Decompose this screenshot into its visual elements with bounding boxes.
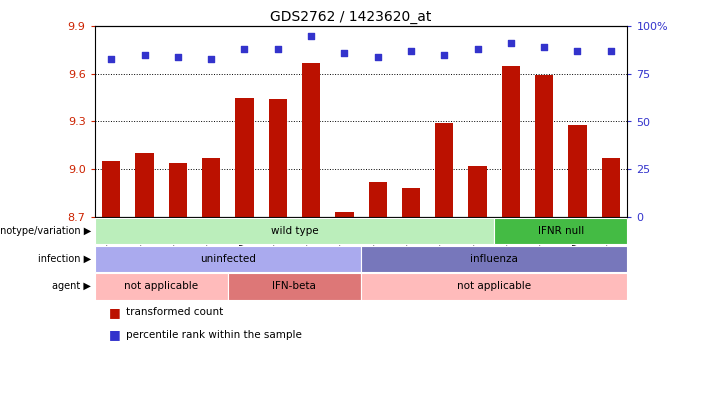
Text: ■: ■ [109,328,121,341]
Point [538,44,550,51]
Bar [402,188,420,217]
Point [439,52,450,58]
Text: ■: ■ [109,306,121,319]
Bar [268,99,287,217]
Text: GDS2762 / 1423620_at: GDS2762 / 1423620_at [270,10,431,24]
Bar [228,273,361,300]
Point [106,55,117,62]
Text: infection ▶: infection ▶ [38,254,91,264]
Point [339,50,350,56]
Bar [102,161,121,217]
Point [405,48,416,54]
Bar [335,212,353,217]
Text: not applicable: not applicable [457,281,531,291]
Point [572,48,583,54]
Bar [135,153,154,217]
Bar [535,75,553,217]
Bar [95,218,494,245]
Bar [502,66,520,217]
Bar [435,123,454,217]
Bar [236,98,254,217]
Text: genotype/variation ▶: genotype/variation ▶ [0,226,91,236]
Point [205,55,217,62]
Point [172,53,184,60]
Text: percentile rank within the sample: percentile rank within the sample [126,330,302,339]
Text: agent ▶: agent ▶ [53,281,91,291]
Point [139,52,150,58]
Text: transformed count: transformed count [126,307,224,317]
Text: influenza: influenza [470,254,518,264]
Text: IFNR null: IFNR null [538,226,584,236]
Point [306,32,317,39]
Point [372,53,383,60]
Bar [361,273,627,300]
Point [505,40,517,47]
Point [239,46,250,52]
Bar [494,218,627,245]
Bar [468,166,486,217]
Bar [361,245,627,272]
Bar [569,125,587,217]
Bar [169,163,187,217]
Bar [95,245,361,272]
Text: uninfected: uninfected [200,254,256,264]
Text: wild type: wild type [271,226,318,236]
Bar [95,273,228,300]
Point [272,46,283,52]
Bar [601,158,620,217]
Point [472,46,483,52]
Bar [202,158,220,217]
Text: IFN-beta: IFN-beta [273,281,316,291]
Bar [369,182,387,217]
Bar [302,63,320,217]
Point [605,48,616,54]
Text: not applicable: not applicable [124,281,198,291]
